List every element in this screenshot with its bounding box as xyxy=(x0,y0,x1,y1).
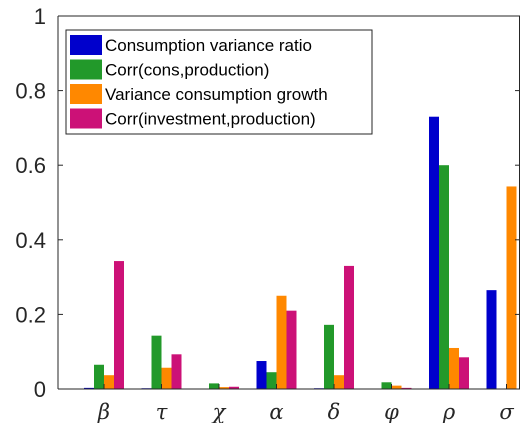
x-tick-label-6: φ xyxy=(384,400,399,423)
legend-swatch-1 xyxy=(70,35,102,55)
x-tick-label-1: β xyxy=(97,400,110,423)
axes-group: 0 0.2 0.4 0.6 0.8 1 β τ χ α δ φ ρ σ xyxy=(15,4,520,423)
bar-3-8 xyxy=(506,186,517,389)
x-tick-label-5: δ xyxy=(328,400,341,423)
y-tick-label-1: 0 xyxy=(34,377,46,402)
legend-box xyxy=(65,29,373,135)
bar-3-3 xyxy=(219,387,229,389)
bar-2-7 xyxy=(439,165,449,389)
y-tick-label-5: 0.8 xyxy=(15,79,46,104)
bar-4-6 xyxy=(401,387,412,389)
bar-3-6 xyxy=(391,385,402,389)
bar-3-2 xyxy=(161,367,172,389)
y-tick-label-2: 0.2 xyxy=(15,302,46,327)
bar-4-4 xyxy=(286,310,297,389)
x-tick-label-2: τ xyxy=(156,400,168,423)
bar-3-4 xyxy=(276,295,287,389)
bar-1-7 xyxy=(429,116,439,390)
bar-2-4 xyxy=(266,372,277,389)
bar-2-2 xyxy=(151,335,162,389)
legend-swatch-4 xyxy=(70,108,102,129)
bar-4-3 xyxy=(229,386,239,389)
bar-1-4 xyxy=(256,361,267,389)
bar-1-1 xyxy=(84,387,94,389)
x-tick-label-4: α xyxy=(269,400,283,423)
y-tick-label-3: 0.4 xyxy=(15,228,46,253)
x-tick-label-7: ρ xyxy=(442,400,456,423)
x-tick-label-3: χ xyxy=(211,400,227,423)
legend-label-2: Corr(cons,production) xyxy=(105,61,269,80)
legend-swatch-2 xyxy=(70,59,102,80)
bar-2-1 xyxy=(94,364,104,389)
legend-swatch-3 xyxy=(70,84,102,104)
legend-label-3: Variance consumption growth xyxy=(105,85,328,104)
legend: Consumption variance ratio Corr(cons,prod… xyxy=(65,29,373,135)
bar-4-2 xyxy=(171,354,182,389)
bar-4-1 xyxy=(114,261,124,389)
bars-group xyxy=(84,116,517,390)
bar-2-5 xyxy=(324,324,334,389)
bar-3-7 xyxy=(449,347,459,389)
legend-label-1: Consumption variance ratio xyxy=(105,36,312,55)
y-tick-label-6: 1 xyxy=(34,4,46,29)
bar-3-1 xyxy=(104,375,114,389)
bar-3-5 xyxy=(334,375,344,389)
bar-2-6 xyxy=(381,382,392,389)
bar-4-7 xyxy=(459,357,469,389)
y-tick-label-4: 0.6 xyxy=(15,153,46,178)
bar-4-5 xyxy=(344,265,354,389)
bar-1-8 xyxy=(486,290,497,389)
bar-2-3 xyxy=(209,383,219,389)
x-tick-label-8: σ xyxy=(499,400,514,423)
legend-label-4: Corr(investment,production) xyxy=(105,110,316,129)
